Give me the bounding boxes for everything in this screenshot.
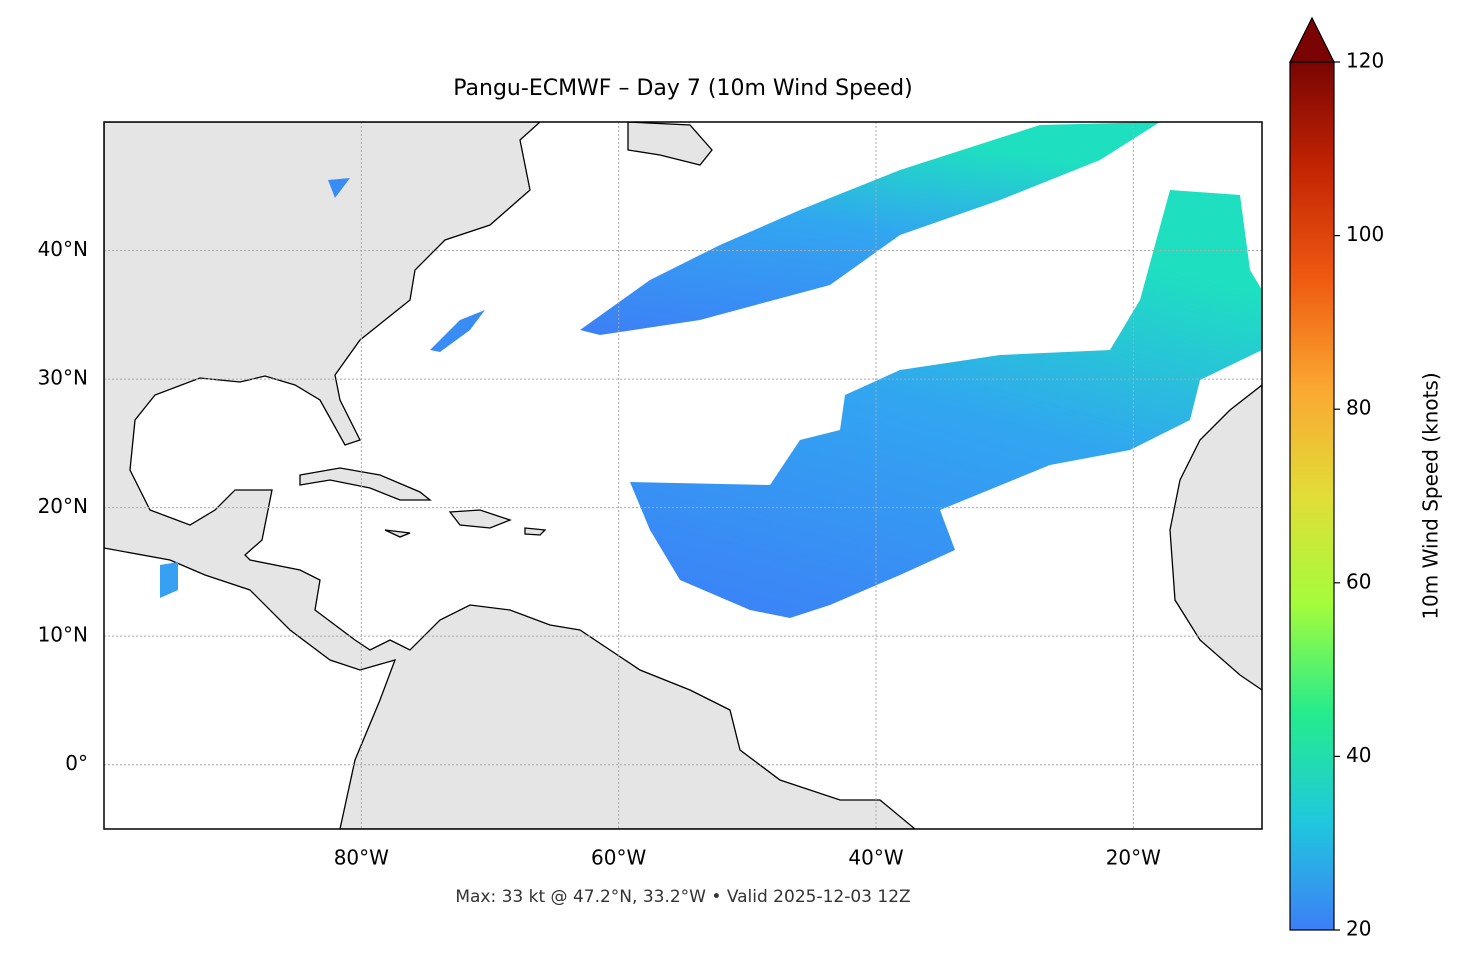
y-tick-label: 40°N xyxy=(38,237,88,261)
colorbar-tick-label: 100 xyxy=(1346,222,1384,246)
colorbar-tick-label: 80 xyxy=(1346,396,1371,420)
americas xyxy=(104,122,917,829)
wind-field xyxy=(580,122,1160,335)
africa xyxy=(1169,384,1262,691)
colorbar-tick-label: 40 xyxy=(1346,743,1371,767)
x-tick-label: 80°W xyxy=(334,846,389,870)
colorbar-extension xyxy=(1289,16,1335,63)
jamaica xyxy=(384,529,411,538)
cuba xyxy=(299,467,432,501)
colorbar xyxy=(1289,61,1335,931)
chart-title: Pangu-ECMWF – Day 7 (10m Wind Speed) xyxy=(453,76,912,101)
x-tick-label: 60°W xyxy=(591,846,646,870)
newfoundland xyxy=(627,122,713,166)
colorbar-tick-label: 20 xyxy=(1346,917,1371,941)
wind-field xyxy=(430,310,485,352)
map-frame xyxy=(103,121,1263,830)
wind-field xyxy=(630,190,1262,618)
colorbar-label: 10m Wind Speed (knots) xyxy=(1419,372,1443,619)
y-tick-label: 10°N xyxy=(38,623,88,647)
wind-field xyxy=(160,562,178,598)
hispaniola xyxy=(448,509,512,529)
colorbar-tick-label: 60 xyxy=(1346,569,1371,593)
x-tick-label: 20°W xyxy=(1106,846,1161,870)
wind-field xyxy=(328,178,350,198)
puerto-rico xyxy=(524,527,547,536)
y-tick-label: 30°N xyxy=(38,366,88,390)
y-tick-label: 20°N xyxy=(38,494,88,518)
colorbar-tick-label: 120 xyxy=(1346,49,1384,73)
x-tick-label: 40°W xyxy=(848,846,903,870)
map-area xyxy=(104,122,1262,829)
y-tick-label: 0° xyxy=(65,751,88,775)
map-footnote: Max: 33 kt @ 47.2°N, 33.2°W • Valid 2025… xyxy=(455,887,910,907)
